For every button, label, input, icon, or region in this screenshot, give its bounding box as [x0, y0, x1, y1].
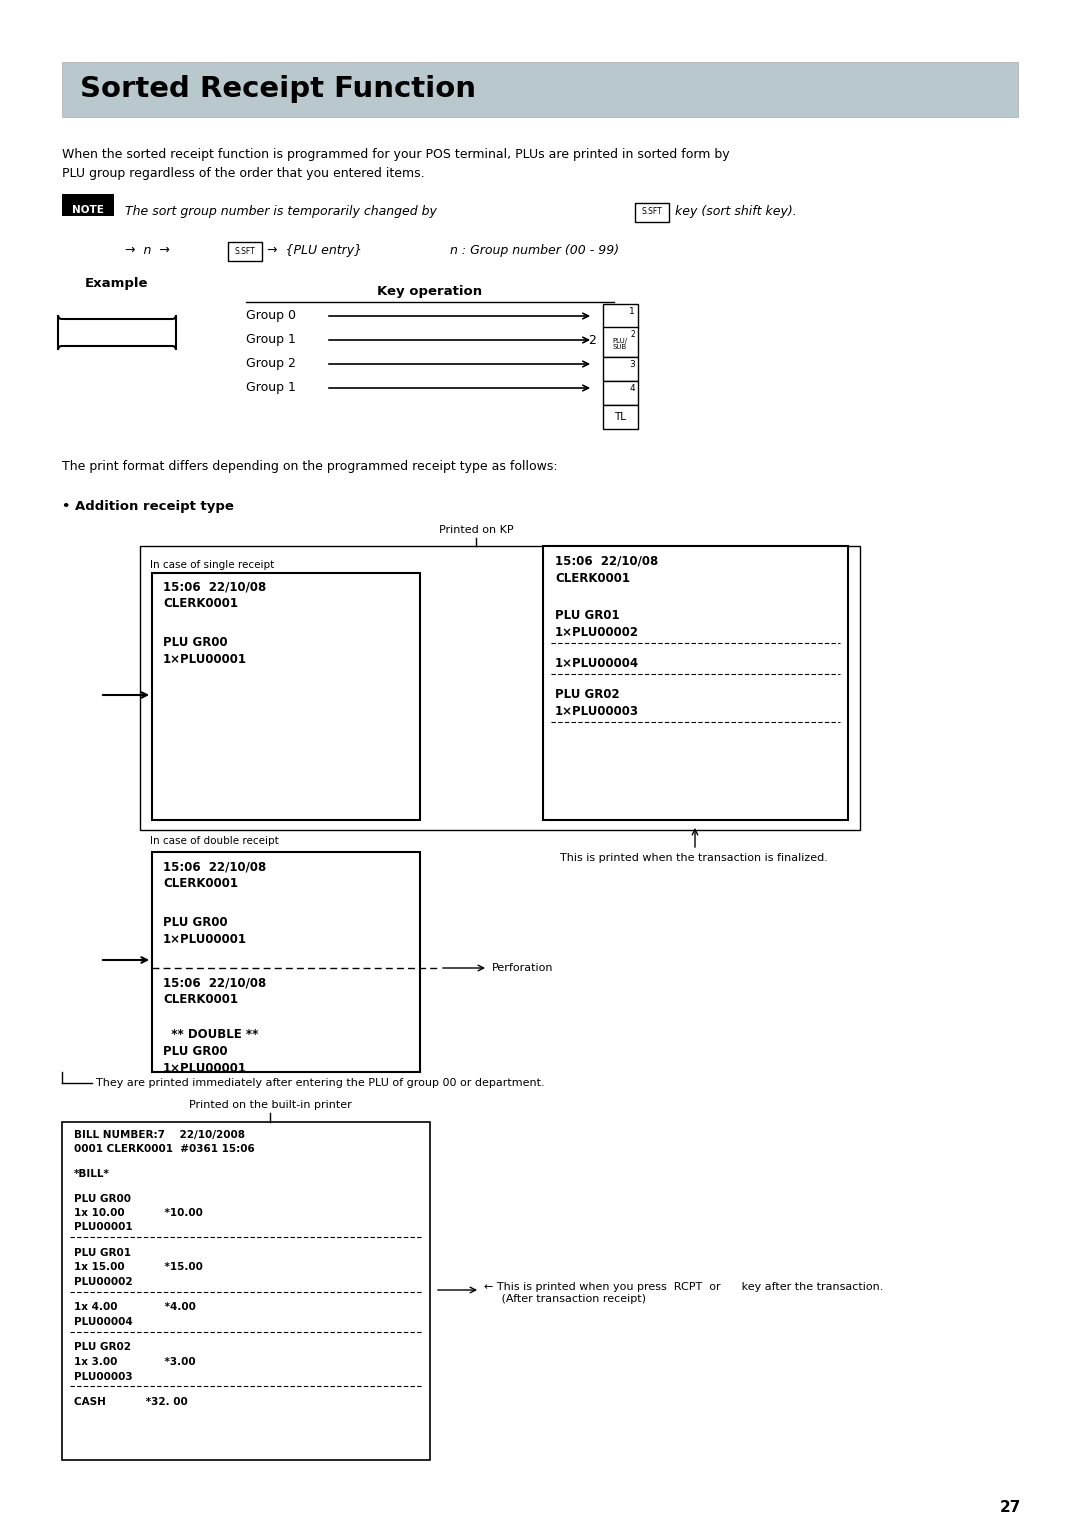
Text: *BILL*: *BILL* — [75, 1169, 110, 1180]
Text: Key operation: Key operation — [377, 285, 483, 298]
Text: PLU/
SUB: PLU/ SUB — [612, 337, 627, 349]
Text: NOTE: NOTE — [72, 204, 104, 215]
Text: PLU GR01: PLU GR01 — [555, 609, 620, 623]
Text: The sort group number is temporarily changed by: The sort group number is temporarily cha… — [125, 204, 437, 218]
Text: PLU00004: PLU00004 — [75, 1317, 133, 1328]
Text: Example: Example — [85, 276, 149, 290]
Bar — [603, 357, 638, 382]
Bar — [635, 203, 669, 221]
Text: S.SFT: S.SFT — [234, 247, 255, 256]
Text: →  {PLU entry}: → {PLU entry} — [267, 244, 362, 256]
Text: Sorted Receipt Function: Sorted Receipt Function — [80, 75, 476, 102]
Text: PLU GR00: PLU GR00 — [163, 1045, 228, 1058]
Text: PLU GR02: PLU GR02 — [555, 688, 620, 700]
Text: 1×PLU00003: 1×PLU00003 — [555, 705, 639, 719]
Text: S.SFT: S.SFT — [642, 208, 662, 217]
Bar — [228, 243, 262, 261]
Text: 1: 1 — [630, 307, 635, 316]
Text: PLU GR01: PLU GR01 — [75, 1248, 131, 1257]
Bar — [62, 1122, 430, 1460]
Text: CASH           *32. 00: CASH *32. 00 — [75, 1396, 188, 1407]
Text: Group 1: Group 1 — [246, 334, 296, 346]
Text: 1×PLU00002: 1×PLU00002 — [555, 626, 639, 639]
FancyBboxPatch shape — [58, 314, 176, 349]
Bar — [603, 327, 638, 357]
Text: →  n  →: → n → — [125, 244, 170, 256]
Text: n : Group number (00 - 99): n : Group number (00 - 99) — [450, 244, 619, 256]
Text: Printed on the built-in printer: Printed on the built-in printer — [189, 1100, 351, 1109]
Bar — [62, 194, 114, 217]
Bar — [603, 404, 638, 429]
Text: key (sort shift key).: key (sort shift key). — [675, 204, 797, 218]
Text: 27: 27 — [999, 1500, 1021, 1515]
Text: This is printed when the transaction is finalized.: This is printed when the transaction is … — [561, 853, 828, 864]
Text: 15:06  22/10/08: 15:06 22/10/08 — [163, 977, 267, 989]
Text: 1x 3.00             *3.00: 1x 3.00 *3.00 — [75, 1357, 195, 1367]
Text: CLERK0001: CLERK0001 — [163, 877, 238, 890]
Text: 1×PLU00001: 1×PLU00001 — [163, 932, 247, 946]
Text: PLU GR00: PLU GR00 — [75, 1193, 131, 1204]
Bar — [603, 304, 638, 328]
Bar — [62, 63, 1018, 118]
Text: 1x 10.00           *10.00: 1x 10.00 *10.00 — [75, 1209, 203, 1218]
Text: 4: 4 — [630, 385, 635, 394]
Text: ** DOUBLE **: ** DOUBLE ** — [163, 1029, 258, 1041]
Text: Printed on KP: Printed on KP — [438, 525, 513, 536]
Text: CLERK0001: CLERK0001 — [163, 597, 238, 610]
Text: ← This is printed when you press  RCPT  or      key after the transaction.
     : ← This is printed when you press RCPT or… — [484, 1282, 883, 1303]
Text: PLU GR00: PLU GR00 — [163, 916, 228, 929]
Text: In case of single receipt: In case of single receipt — [150, 560, 274, 571]
Text: 15:06  22/10/08: 15:06 22/10/08 — [163, 861, 267, 873]
Bar — [152, 572, 420, 819]
Text: 1x 4.00             *4.00: 1x 4.00 *4.00 — [75, 1303, 195, 1312]
Text: PLU00003: PLU00003 — [75, 1372, 133, 1381]
Bar — [152, 852, 420, 1071]
Text: Perforation: Perforation — [492, 963, 554, 974]
Text: 1×PLU00004: 1×PLU00004 — [555, 658, 639, 670]
Bar — [543, 546, 848, 819]
Text: 1×PLU00001: 1×PLU00001 — [163, 1062, 247, 1074]
Text: CLERK0001: CLERK0001 — [555, 572, 630, 584]
Text: 15:06  22/10/08: 15:06 22/10/08 — [163, 580, 267, 594]
Text: 2: 2 — [589, 334, 596, 346]
Text: Group 0: Group 0 — [246, 310, 296, 322]
Text: PLU GR00: PLU GR00 — [163, 636, 228, 649]
Text: They are printed immediately after entering the PLU of group 00 or department.: They are printed immediately after enter… — [96, 1077, 544, 1088]
Text: BILL NUMBER:7    22/10/2008: BILL NUMBER:7 22/10/2008 — [75, 1129, 245, 1140]
Text: In case of double receipt: In case of double receipt — [150, 836, 279, 845]
Text: • Addition receipt type: • Addition receipt type — [62, 501, 234, 513]
Text: CLERK0001: CLERK0001 — [163, 993, 238, 1006]
Bar — [140, 546, 860, 830]
Text: The print format differs depending on the programmed receipt type as follows:: The print format differs depending on th… — [62, 459, 557, 473]
Text: 2: 2 — [631, 330, 635, 339]
Text: 0001 CLERK0001  #0361 15:06: 0001 CLERK0001 #0361 15:06 — [75, 1144, 255, 1155]
Text: PLU00002: PLU00002 — [75, 1277, 133, 1286]
Text: Group 1: Group 1 — [246, 382, 296, 395]
Bar — [603, 382, 638, 404]
Text: 1×PLU00001: 1×PLU00001 — [163, 653, 247, 665]
Text: PLU00001: PLU00001 — [75, 1222, 133, 1233]
Text: When the sorted receipt function is programmed for your POS terminal, PLUs are p: When the sorted receipt function is prog… — [62, 148, 730, 180]
Text: TL: TL — [615, 412, 626, 423]
Text: Group 2: Group 2 — [246, 357, 296, 371]
Text: 15:06  22/10/08: 15:06 22/10/08 — [555, 555, 658, 568]
Text: PLU GR02: PLU GR02 — [75, 1343, 131, 1352]
Text: 1x 15.00           *15.00: 1x 15.00 *15.00 — [75, 1262, 203, 1273]
Text: 3: 3 — [630, 360, 635, 369]
